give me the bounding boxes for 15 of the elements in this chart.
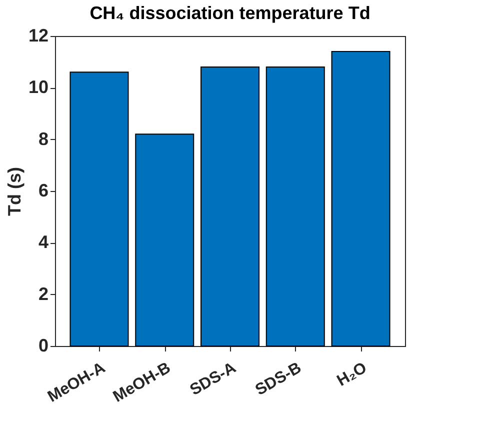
y-tick-label: 12: [28, 26, 48, 46]
bar: [70, 72, 129, 346]
bar: [135, 134, 194, 346]
y-tick-label: 6: [38, 180, 48, 200]
y-tick-label: 4: [38, 232, 48, 252]
y-tick-label: 8: [38, 128, 48, 149]
y-axis-title: Td (s): [4, 167, 24, 216]
x-tick-label: H₂O: [334, 360, 370, 390]
bar: [266, 66, 325, 346]
y-tick-label: 0: [38, 336, 48, 356]
y-tick-label: 10: [28, 77, 48, 98]
bar: [331, 51, 390, 346]
chart-title: CH₄ dissociation temperature Td: [90, 3, 370, 23]
y-tick-label: 2: [38, 284, 48, 304]
bar: [200, 66, 260, 346]
